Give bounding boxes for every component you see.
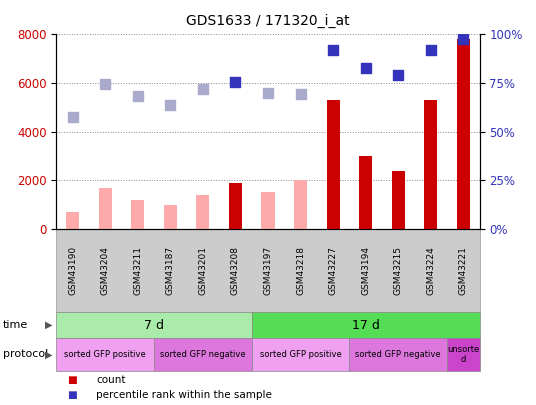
Bar: [457, 39, 470, 229]
Text: GDS1633 / 171320_i_at: GDS1633 / 171320_i_at: [186, 14, 350, 28]
Text: protocol: protocol: [3, 350, 48, 359]
Text: GSM43227: GSM43227: [329, 246, 338, 295]
Text: unsorte
d: unsorte d: [448, 345, 480, 364]
Text: GSM43201: GSM43201: [198, 246, 207, 295]
Bar: [392, 171, 405, 229]
Text: percentile rank within the sample: percentile rank within the sample: [96, 390, 272, 400]
Text: count: count: [96, 375, 126, 385]
Bar: [425, 100, 437, 229]
Point: [198, 86, 207, 92]
Text: ▶: ▶: [44, 350, 52, 359]
Text: GSM43187: GSM43187: [166, 246, 175, 295]
Text: GSM43218: GSM43218: [296, 246, 305, 295]
Point: [101, 81, 109, 87]
Text: GSM43221: GSM43221: [459, 246, 468, 295]
Bar: [66, 212, 79, 229]
Text: GSM43204: GSM43204: [101, 246, 110, 295]
Bar: [131, 200, 144, 229]
Point: [166, 102, 175, 108]
Text: GSM43215: GSM43215: [394, 246, 403, 295]
Point: [231, 79, 240, 85]
Point: [394, 71, 403, 78]
Text: sorted GFP positive: sorted GFP positive: [260, 350, 341, 359]
Text: time: time: [3, 320, 28, 330]
Text: sorted GFP negative: sorted GFP negative: [160, 350, 245, 359]
Point: [427, 47, 435, 53]
Text: GSM43211: GSM43211: [133, 246, 142, 295]
Text: GSM43194: GSM43194: [361, 246, 370, 295]
Text: 17 d: 17 d: [352, 318, 379, 332]
Bar: [164, 205, 177, 229]
Bar: [294, 180, 307, 229]
Point: [264, 90, 272, 96]
Point: [133, 93, 142, 100]
Text: GSM43197: GSM43197: [264, 246, 272, 295]
Point: [459, 36, 468, 43]
Text: 7 d: 7 d: [144, 318, 164, 332]
Text: GSM43208: GSM43208: [231, 246, 240, 295]
Point: [296, 91, 305, 97]
Bar: [99, 188, 111, 229]
Text: ■: ■: [68, 390, 77, 400]
Bar: [262, 192, 274, 229]
Text: GSM43190: GSM43190: [68, 246, 77, 295]
Point: [361, 65, 370, 72]
Text: sorted GFP negative: sorted GFP negative: [355, 350, 441, 359]
Bar: [359, 156, 372, 229]
Text: ▶: ▶: [44, 320, 52, 330]
Text: sorted GFP positive: sorted GFP positive: [64, 350, 146, 359]
Point: [68, 114, 77, 120]
Text: ■: ■: [68, 375, 77, 385]
Text: GSM43224: GSM43224: [426, 246, 435, 295]
Point: [329, 47, 338, 53]
Bar: [326, 100, 340, 229]
Bar: [229, 183, 242, 229]
Bar: [196, 195, 210, 229]
